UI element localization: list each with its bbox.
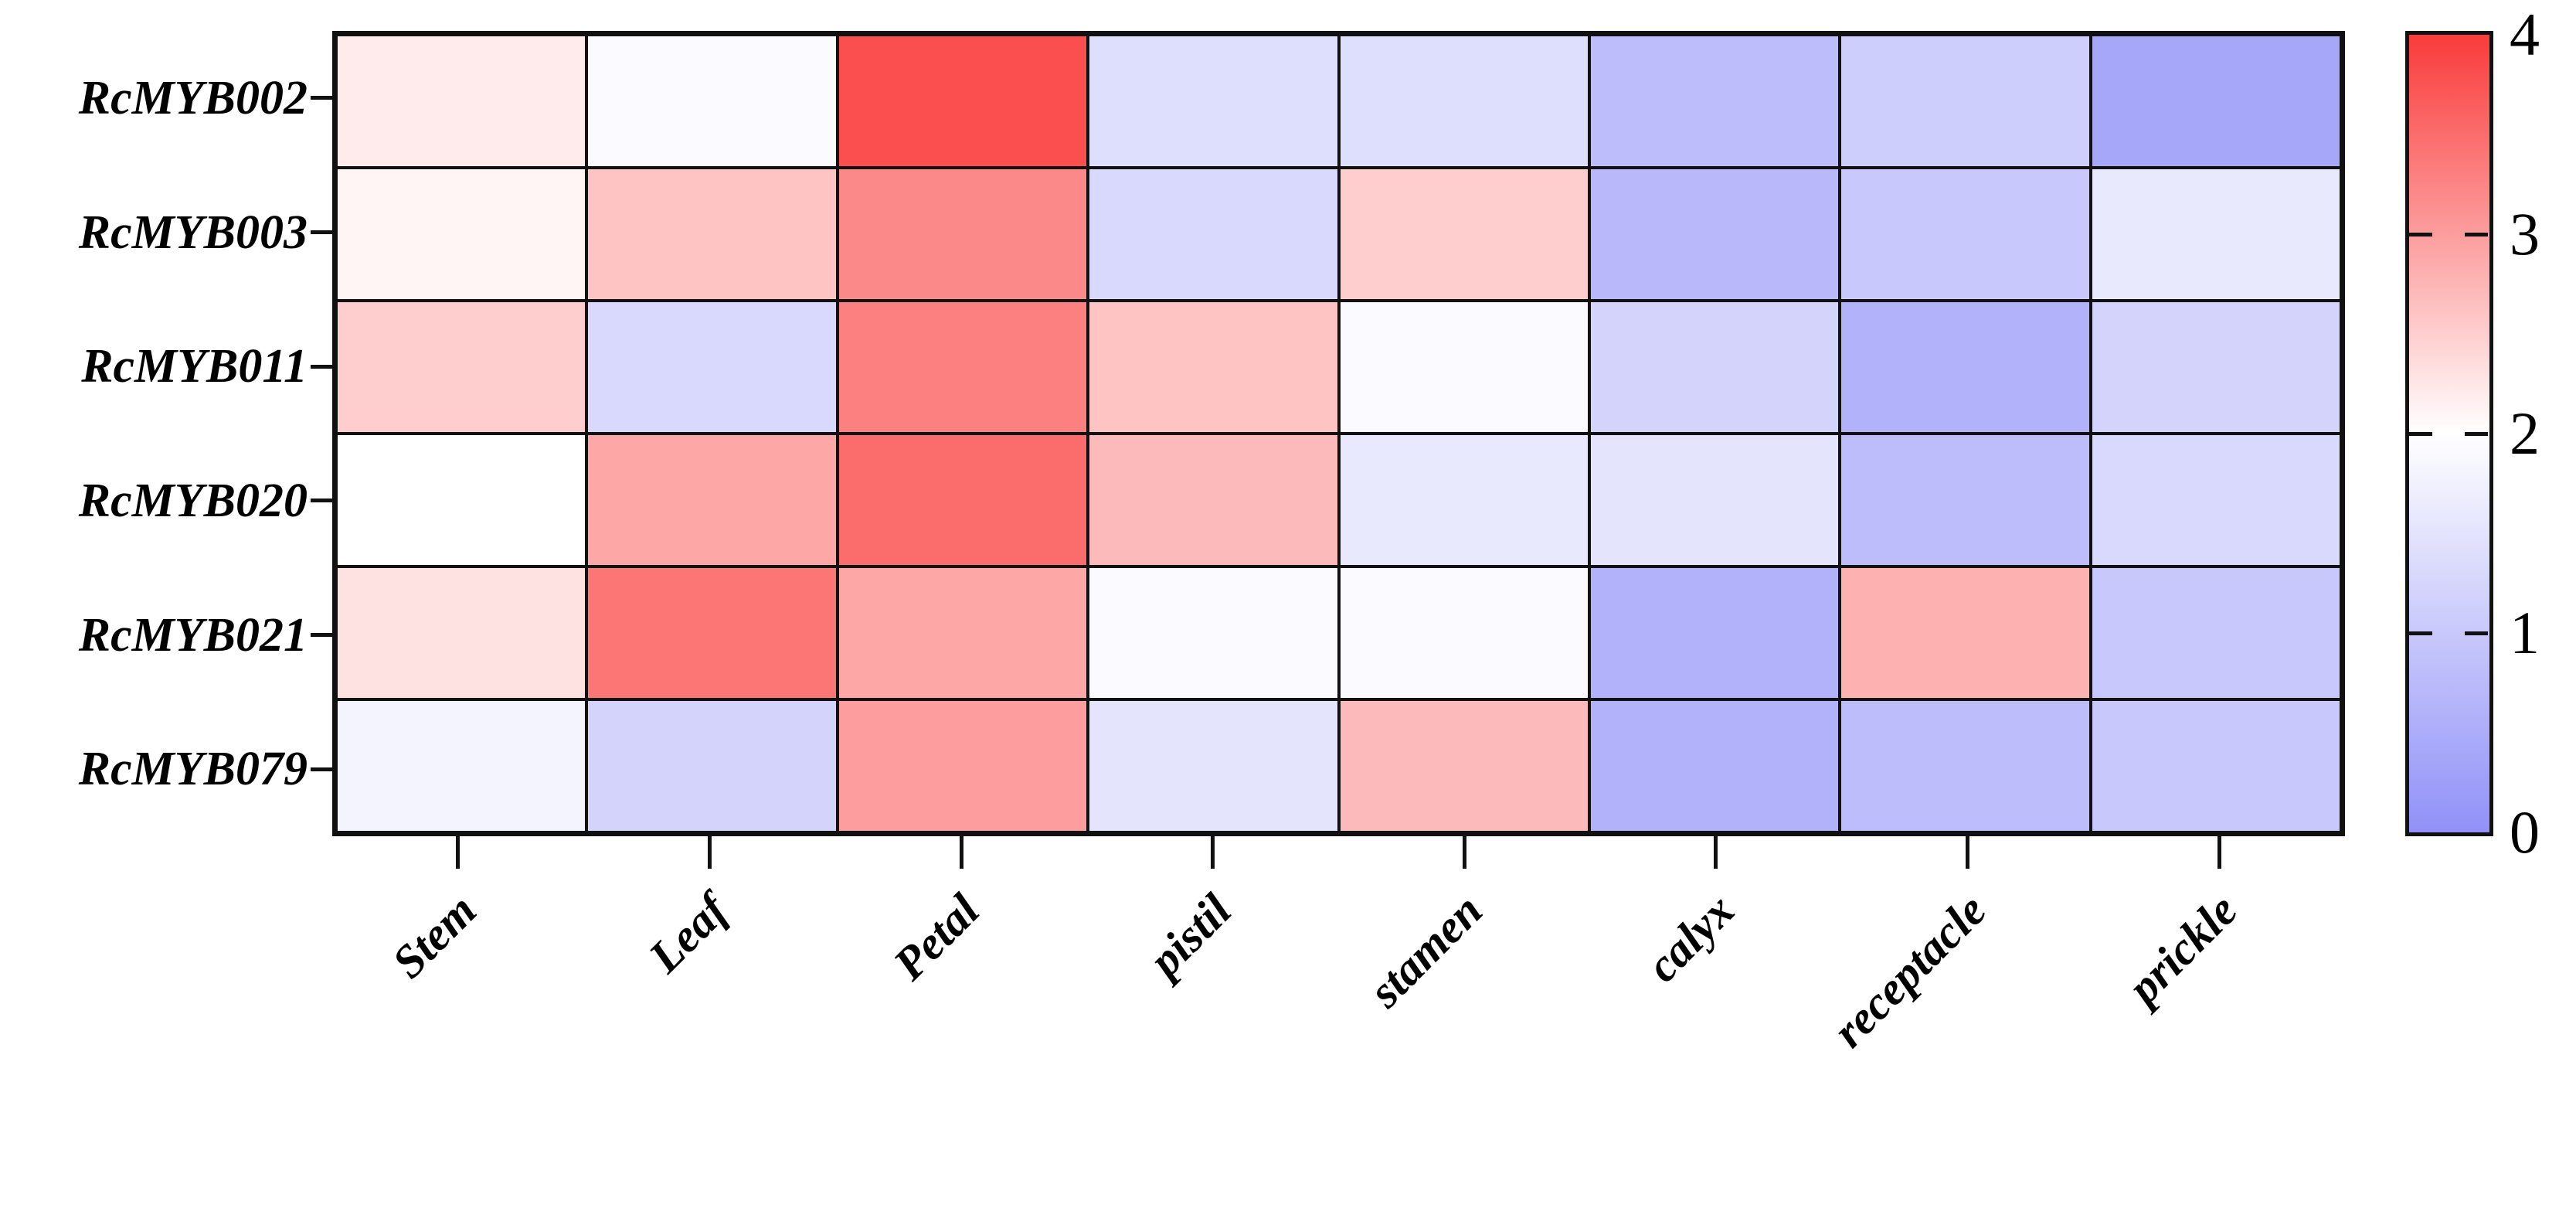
heatmap-cell-RcMYB079-stamen xyxy=(1338,699,1589,832)
row-label-RcMYB003: RcMYB003 xyxy=(78,206,308,259)
row-tick xyxy=(311,364,334,369)
row-label-RcMYB079: RcMYB079 xyxy=(78,743,308,796)
heatmap-cell-RcMYB011-Leaf xyxy=(586,301,838,434)
heatmap-cell-RcMYB002-stamen xyxy=(1338,35,1589,168)
heatmap-cell-RcMYB020-Petal xyxy=(837,434,1089,567)
heatmap-cell-RcMYB020-calyx xyxy=(1589,434,1840,567)
heatmap-cell-RcMYB002-pistil xyxy=(1088,35,1339,168)
col-tick xyxy=(707,836,712,869)
row-label-RcMYB002: RcMYB002 xyxy=(78,71,308,124)
row-label-RcMYB011: RcMYB011 xyxy=(81,340,308,393)
heatmap-cell-RcMYB020-pistil xyxy=(1088,434,1339,567)
heatmap-cell-RcMYB002-prickle xyxy=(2090,35,2341,168)
heatmap-cell-RcMYB003-Stem xyxy=(336,168,587,301)
heatmap-cell-RcMYB021-stamen xyxy=(1338,567,1589,699)
heatmap-cell-RcMYB002-Petal xyxy=(837,35,1089,168)
colorbar-tick-label-0: 0 xyxy=(2510,798,2540,866)
col-tick xyxy=(1462,836,1466,869)
heatmap-cell-RcMYB020-Stem xyxy=(336,434,587,567)
heatmap-cell-RcMYB021-pistil xyxy=(1088,567,1339,699)
heatmap-cell-RcMYB079-prickle xyxy=(2090,699,2341,832)
colorbar-tick xyxy=(2465,631,2488,635)
heatmap-cell-RcMYB021-Petal xyxy=(837,567,1089,699)
heatmap-cell-RcMYB003-calyx xyxy=(1589,168,1840,301)
col-tick xyxy=(959,836,963,869)
heatmap-cell-RcMYB003-prickle xyxy=(2090,168,2341,301)
colorbar-tick xyxy=(2409,431,2432,436)
colorbar-tick xyxy=(2409,631,2432,635)
heatmap-cell-RcMYB079-Stem xyxy=(336,699,587,832)
heatmap-cell-RcMYB021-prickle xyxy=(2090,567,2341,699)
heatmap-cell-RcMYB020-receptacle xyxy=(1840,434,2091,567)
row-tick xyxy=(311,767,334,771)
row-label-RcMYB021: RcMYB021 xyxy=(78,608,308,662)
heatmap-cell-RcMYB003-Leaf xyxy=(586,168,838,301)
heatmap-cell-RcMYB021-calyx xyxy=(1589,567,1840,699)
heatmap-cell-RcMYB011-pistil xyxy=(1088,301,1339,434)
heatmap-cell-RcMYB021-Leaf xyxy=(586,567,838,699)
heatmap-cell-RcMYB021-Stem xyxy=(336,567,587,699)
heatmap-cell-RcMYB020-prickle xyxy=(2090,434,2341,567)
row-tick xyxy=(311,230,334,234)
heatmap-cell-RcMYB011-prickle xyxy=(2090,301,2341,434)
row-tick xyxy=(311,96,334,100)
heatmap-cell-RcMYB002-Stem xyxy=(336,35,587,168)
heatmap-figure: RcMYB002 RcMYB003 RcMYB011 RcMYB020 RcMYB021… xyxy=(78,1,2540,1057)
heatmap-cell-RcMYB003-Petal xyxy=(837,168,1089,301)
heatmap-cell-RcMYB021-receptacle xyxy=(1840,567,2091,699)
row-tick xyxy=(311,499,334,503)
heatmap-cell-RcMYB079-pistil xyxy=(1088,699,1339,832)
heatmap-cell-RcMYB002-receptacle xyxy=(1840,35,2091,168)
heatmap-cell-RcMYB079-Leaf xyxy=(586,699,838,832)
row-tick xyxy=(311,633,334,637)
heatmap-cell-RcMYB011-stamen xyxy=(1338,301,1589,434)
colorbar-tick xyxy=(2465,232,2488,236)
heatmap-cell-RcMYB020-Leaf xyxy=(586,434,838,567)
colorbar-tick xyxy=(2409,232,2432,236)
heatmap-cell-RcMYB011-receptacle xyxy=(1840,301,2091,434)
colorbar-tick-label-4: 4 xyxy=(2510,1,2540,68)
heatmap-cell-RcMYB002-Leaf xyxy=(586,35,838,168)
heatmap-cell-RcMYB020-stamen xyxy=(1338,434,1589,567)
colorbar-tick-label-2: 2 xyxy=(2510,400,2540,467)
col-tick xyxy=(456,836,460,869)
col-tick xyxy=(1966,836,1970,869)
heatmap-cell-RcMYB003-receptacle xyxy=(1840,168,2091,301)
heatmap-cell-RcMYB003-pistil xyxy=(1088,168,1339,301)
col-tick xyxy=(1714,836,1718,869)
heatmap-grid xyxy=(332,31,2345,836)
colorbar-tick-label-3: 3 xyxy=(2510,200,2540,267)
heatmap-cell-RcMYB002-calyx xyxy=(1589,35,1840,168)
col-tick xyxy=(1211,836,1215,869)
heatmap-cell-RcMYB079-calyx xyxy=(1589,699,1840,832)
colorbar-tick xyxy=(2465,431,2488,436)
row-label-RcMYB020: RcMYB020 xyxy=(78,474,308,527)
heatmap-cell-RcMYB079-Petal xyxy=(837,699,1089,832)
col-tick xyxy=(2217,836,2221,869)
heatmap-cell-RcMYB011-Stem xyxy=(336,301,587,434)
heatmap-cell-RcMYB011-Petal xyxy=(837,301,1089,434)
heatmap-cell-RcMYB011-calyx xyxy=(1589,301,1840,434)
heatmap-cell-RcMYB003-stamen xyxy=(1338,168,1589,301)
heatmap-cell-RcMYB079-receptacle xyxy=(1840,699,2091,832)
colorbar-tick-label-1: 1 xyxy=(2510,599,2540,666)
